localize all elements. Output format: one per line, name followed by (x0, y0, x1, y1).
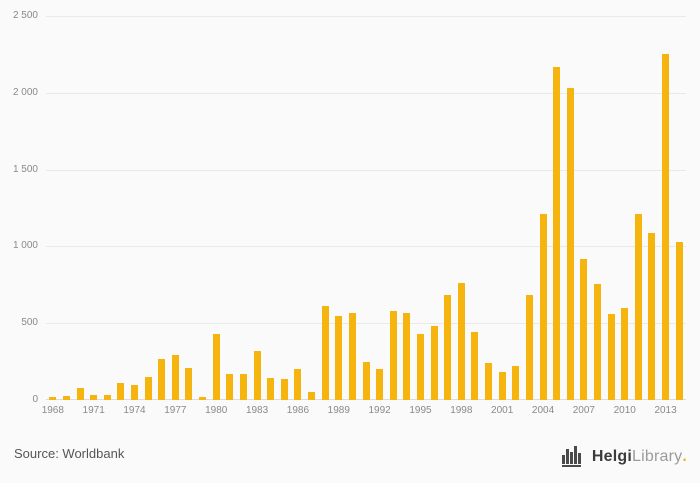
x-axis-tick-label-1974: 1974 (123, 405, 146, 416)
plot-area: 0 500 1 000 1 500 2 000 2 500 1968 1971 1974 1977… (13, 11, 686, 416)
bar-1977 (171, 355, 179, 400)
bar-1995 (416, 333, 424, 400)
bar-1991 (362, 361, 370, 400)
helgi-logo-bars-icon (561, 446, 585, 467)
y-axis-tick-label-1000: 1 000 (12, 240, 38, 252)
bar-1980 (212, 333, 220, 400)
bar-2010 (621, 307, 629, 400)
bar-2008 (593, 284, 601, 400)
helgi-library-logo[interactable]: HelgiLibrary. (561, 446, 687, 467)
bar-2013 (662, 53, 670, 400)
y-axis-tick-label-2000: 2 000 (12, 86, 38, 98)
bar-1984 (267, 377, 275, 400)
bar-1996 (430, 326, 438, 400)
bar-1982 (239, 373, 247, 400)
y-axis-tick-label-1500: 1 500 (12, 163, 38, 175)
bar-1986 (294, 369, 302, 400)
x-axis-tick-label-1986: 1986 (286, 405, 310, 416)
bar-1975 (144, 376, 152, 400)
x-axis-tick-label-1968: 1968 (41, 405, 64, 416)
gridline-1000 (46, 246, 686, 248)
x-axis-tick-label-1992: 1992 (368, 405, 391, 416)
bar-1976 (158, 359, 166, 400)
bar-2006 (566, 88, 574, 400)
x-axis-tick-label-1995: 1995 (409, 405, 432, 416)
bar-2012 (648, 232, 656, 400)
bar-1998 (457, 283, 465, 400)
bar-2002 (512, 366, 520, 400)
logo-text-library: Library (632, 447, 683, 465)
bar-1974 (131, 385, 138, 400)
gridline-1500 (46, 169, 686, 171)
y-axis-tick-label-500: 500 (21, 317, 38, 329)
bar-1988 (321, 306, 329, 400)
bar-2005 (553, 66, 561, 400)
logo-text-dot: . (682, 447, 687, 465)
gridline-2000 (46, 92, 686, 94)
bar-1987 (308, 392, 316, 400)
bar-1992 (376, 369, 384, 400)
helgi-logo-text: HelgiLibrary. (591, 447, 687, 465)
bar-2003 (525, 294, 533, 400)
bar-1989 (335, 316, 343, 400)
chart-footer: Source: Worldbank HelgiLibrary. (0, 419, 700, 483)
x-axis-tick-label-2007: 2007 (572, 405, 595, 416)
x-axis-tick-label-2001: 2001 (491, 405, 514, 416)
x-axis-tick-label-1998: 1998 (450, 405, 473, 416)
bar-1993 (389, 310, 397, 400)
bar-2009 (607, 313, 615, 400)
bar-1970 (76, 387, 84, 400)
bar-2011 (634, 214, 642, 400)
bar-1968 (49, 397, 57, 400)
x-axis-tick-label-2004: 2004 (531, 405, 555, 416)
x-axis-tick-label-1971: 1971 (82, 405, 105, 416)
bar-1979 (199, 396, 207, 400)
logo-text-helgi: Helgi (591, 447, 633, 465)
bar-1973 (117, 383, 125, 400)
bar-1999 (471, 332, 479, 400)
y-axis-tick-label-0: 0 (32, 394, 38, 405)
bar-1997 (444, 294, 452, 400)
bar-2007 (580, 258, 588, 400)
gridline-2500 (46, 16, 686, 17)
bar-1978 (185, 367, 193, 400)
x-axis-tick-label-1980: 1980 (205, 405, 228, 416)
source-label: Source: Worldbank (14, 446, 125, 461)
bar-1990 (348, 313, 356, 400)
bar-1985 (280, 378, 288, 400)
bar-1981 (226, 373, 234, 400)
bar-1994 (403, 313, 411, 400)
x-axis-tick-label-2010: 2010 (613, 405, 636, 416)
x-axis-tick-label-2013: 2013 (654, 405, 677, 416)
bar-1971 (90, 395, 98, 400)
bar-1969 (62, 396, 70, 400)
bar-2004 (539, 214, 547, 400)
x-axis-tick-label-1977: 1977 (164, 405, 187, 416)
bar-1983 (253, 350, 261, 400)
bar-1972 (103, 394, 111, 400)
bar-2014 (675, 241, 683, 400)
x-axis-tick-label-1983: 1983 (245, 405, 269, 416)
bar-2000 (485, 363, 493, 400)
gridline-500 (46, 323, 686, 325)
x-axis-tick-label-1989: 1989 (327, 405, 350, 416)
bar-2001 (498, 371, 506, 400)
y-axis-tick-label-2500: 2 500 (12, 10, 38, 21)
